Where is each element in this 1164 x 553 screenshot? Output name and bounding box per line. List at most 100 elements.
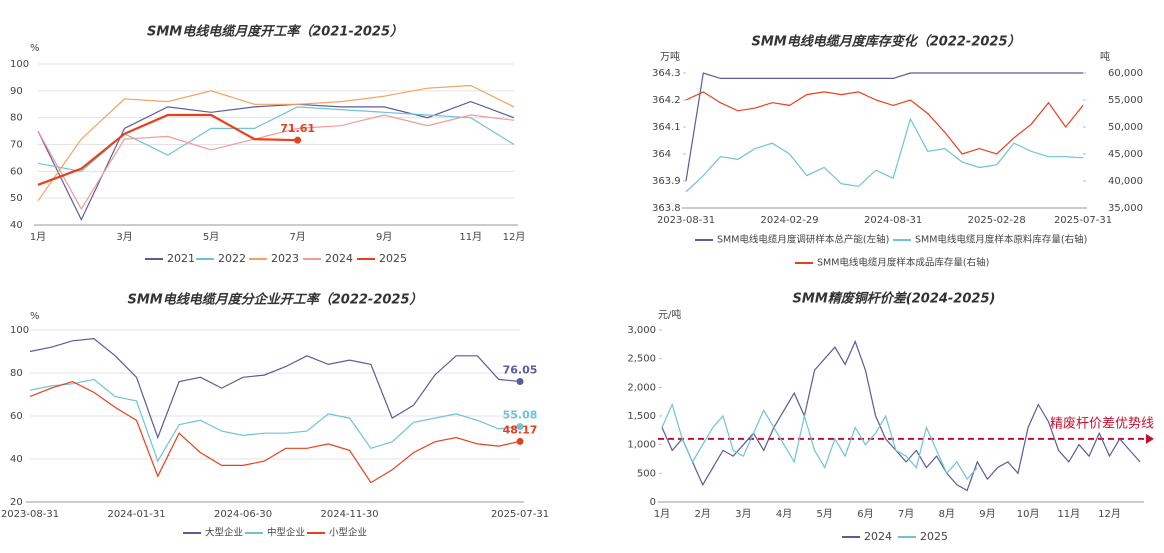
y-tick-label: 364.3 (652, 68, 681, 79)
y2-unit: 吨 (1100, 50, 1110, 63)
x-tick-label: 5月 (817, 508, 833, 520)
x-tick-label: 2024-06-30 (214, 509, 272, 520)
y-unit: 万吨 (660, 50, 680, 63)
y2-tick-label: 40,000 (1108, 176, 1143, 187)
legend-label: 2025 (379, 252, 407, 265)
legend-label: 2024 (325, 252, 353, 265)
x-tick-label: 5月 (203, 231, 219, 243)
x-tick-label: 1月 (30, 231, 46, 243)
chart-title: SMM精废铜杆价差(2024-2025) (793, 291, 996, 307)
y-tick-label: 80 (10, 368, 23, 379)
y-tick-label: 40 (10, 454, 23, 465)
y-tick-label: 90 (10, 86, 23, 97)
threshold-arrow (1146, 433, 1154, 444)
x-tick-label: 2025-07-31 (1054, 215, 1112, 226)
chart-title: SMM电线电缆月度库存变化（2022-2025） (752, 34, 1021, 50)
series-line (661, 339, 1141, 492)
y-unit: 元/吨 (658, 308, 681, 321)
y2-tick-label: 55,000 (1108, 95, 1143, 106)
y-tick-label: 70 (10, 140, 23, 151)
x-tick-label: 12月 (1098, 508, 1121, 520)
series-line (37, 114, 515, 211)
y-tick-label: 100 (10, 59, 29, 70)
y-tick-label: 364.2 (652, 95, 681, 106)
y-tick-label: 60 (10, 411, 23, 422)
end-label: 71.61 (280, 122, 315, 135)
chart-title: SMM电线电缆月度开工率（2021-2025） (147, 24, 403, 40)
series-line (685, 72, 1083, 182)
y2-tick-label: 50,000 (1108, 122, 1143, 133)
x-tick-label: 3月 (116, 231, 132, 243)
series-line (37, 84, 515, 202)
legend-label: SMM电线电缆月度调研样本总产能(左轴) (717, 234, 889, 246)
legend-label: 中型企业 (267, 527, 305, 539)
y-tick-label: 363.8 (652, 203, 681, 214)
x-tick-label: 11月 (459, 231, 482, 243)
x-tick-label: 7月 (898, 508, 914, 520)
legend-label: 2021 (167, 252, 195, 265)
y2-tick-label: 35,000 (1108, 203, 1143, 214)
end-point (294, 136, 302, 144)
legend-label: 2024 (864, 530, 892, 543)
y2-tick-label: 45,000 (1108, 149, 1143, 160)
y-tick-label: 363.9 (652, 176, 681, 187)
x-tick-label: 2024-08-31 (864, 215, 922, 226)
y-unit: % (30, 43, 40, 54)
chart-title: SMM电线电缆月度分企业开工率（2022-2025） (128, 292, 423, 308)
y-tick-label: 364 (652, 149, 671, 160)
series-line (685, 91, 1084, 155)
legend-label: SMM电线电缆月度样本成品库存量(右轴) (817, 257, 989, 269)
series-line (37, 113, 298, 186)
end-point (516, 437, 524, 445)
y-tick-label: 1,500 (627, 411, 656, 422)
x-tick-label: 2025-07-31 (491, 509, 549, 520)
series-line (661, 402, 978, 481)
end-point (516, 423, 524, 431)
x-tick-label: 2023-08-31 (1, 509, 59, 520)
threshold-label: 精废杆价差优势线 (1050, 415, 1154, 431)
y-unit: % (30, 311, 40, 322)
x-tick-label: 4月 (776, 508, 792, 520)
x-tick-label: 9月 (979, 508, 995, 520)
x-tick-label: 9月 (376, 231, 392, 243)
x-tick-label: 3月 (735, 508, 751, 520)
x-tick-label: 7月 (289, 231, 305, 243)
y-tick-label: 500 (637, 468, 656, 479)
x-tick-label: 11月 (1057, 508, 1080, 520)
end-point (516, 377, 524, 385)
legend-label: SMM电线电缆月度样本原料库存量(右轴) (915, 234, 1087, 246)
y-tick-label: 2,500 (627, 354, 656, 365)
x-tick-label: 6月 (857, 508, 873, 520)
y-tick-label: 20 (10, 497, 23, 508)
end-label: 55.08 (503, 409, 538, 422)
legend-label: 小型企业 (329, 527, 367, 539)
x-tick-label: 2月 (694, 508, 710, 520)
end-label: 76.05 (503, 363, 538, 376)
y-tick-label: 40 (10, 220, 23, 231)
x-tick-label: 8月 (939, 508, 955, 520)
x-tick-label: 2024-02-29 (761, 215, 819, 226)
y-tick-label: 2,000 (627, 382, 656, 393)
legend-label: 2023 (271, 252, 299, 265)
legend-label: 大型企业 (205, 527, 243, 539)
legend-label: 2022 (218, 252, 246, 265)
end-label: 48.17 (503, 423, 538, 436)
legend-label: 2025 (920, 530, 948, 543)
y-tick-label: 100 (10, 325, 29, 336)
x-tick-label: 2024-11-30 (321, 509, 379, 520)
y-tick-label: 50 (10, 193, 23, 204)
series-line (37, 100, 515, 221)
series-line (29, 378, 521, 463)
x-tick-label: 10月 (1017, 508, 1040, 520)
series-line (29, 380, 521, 484)
y-tick-label: 3,000 (627, 325, 656, 336)
x-tick-label: 2024-01-31 (107, 509, 165, 520)
y-tick-label: 60 (10, 166, 23, 177)
y-tick-label: 0 (650, 497, 656, 508)
x-tick-label: 12月 (503, 231, 526, 243)
x-tick-label: 2023-08-31 (657, 215, 715, 226)
y2-tick-label: 60,000 (1108, 68, 1143, 79)
x-tick-label: 1月 (654, 508, 670, 520)
x-tick-label: 2025-02-28 (968, 215, 1026, 226)
